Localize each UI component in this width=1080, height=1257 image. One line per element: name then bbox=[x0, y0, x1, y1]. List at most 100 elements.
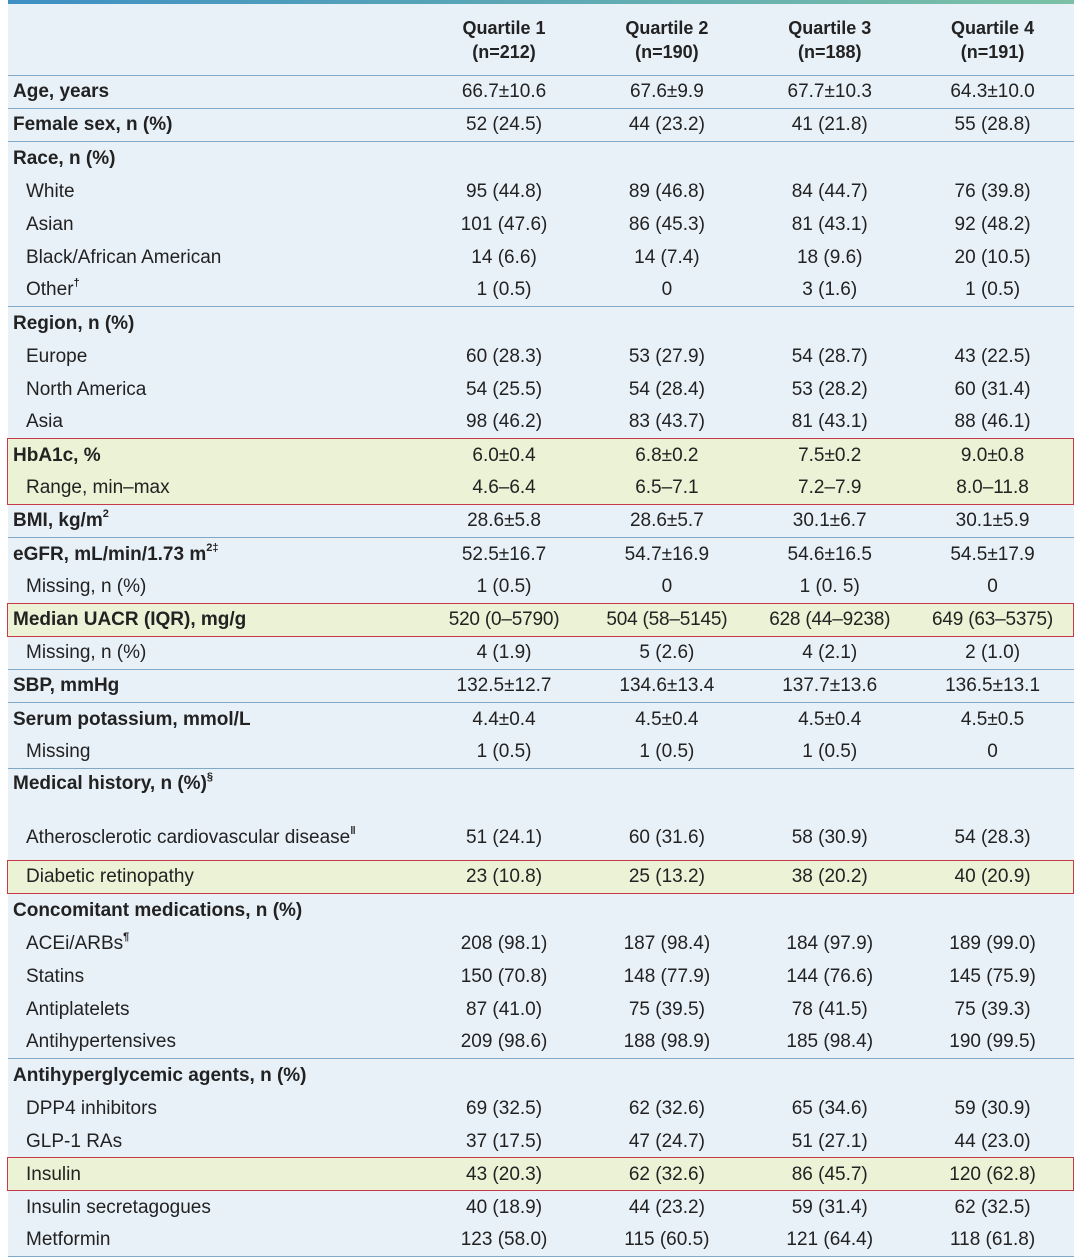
data-cell: 4.5±0.4 bbox=[798, 708, 862, 730]
data-cell: 98 (46.2) bbox=[466, 411, 543, 432]
characteristics-table: Quartile 1 (n=212) Quartile 2 (n=190) Quarti… bbox=[7, 0, 1074, 1257]
table-row: Insulin secretagogues 40 (18.9) 44 (23.2) 5… bbox=[8, 1191, 1074, 1224]
row-label-text: Asia bbox=[26, 411, 63, 432]
data-cell: 89 (46.8) bbox=[628, 180, 705, 202]
data-cell: 52 (24.5) bbox=[466, 114, 543, 135]
row-label-text: Antihyperglycemic agents, n (%) bbox=[13, 1064, 307, 1086]
data-cell: 67.7±10.3 bbox=[787, 81, 872, 102]
row-label: North America bbox=[8, 379, 423, 401]
table-row: HbA1c, % 6.0±0.4 6.8±0.2 7.5±0.2 9.0±0.8 bbox=[8, 439, 1074, 472]
row-label: Statins bbox=[8, 966, 423, 988]
data-cell: 78 (41.5) bbox=[791, 998, 868, 1020]
data-cell: 51 (24.1) bbox=[466, 827, 543, 848]
row-label: Medical history, n (%)§ bbox=[8, 769, 423, 795]
column-header-n: (n=212) bbox=[472, 41, 536, 62]
data-cell: 52.5±16.7 bbox=[461, 543, 547, 565]
row-label-text: Range, min–max bbox=[26, 477, 170, 498]
data-cell: 2 (1.0) bbox=[965, 642, 1021, 663]
data-cell: 1 (0.5) bbox=[476, 741, 532, 762]
data-cell: 54.7±16.9 bbox=[624, 543, 710, 565]
column-header: Quartile 2 (n=190) bbox=[585, 16, 748, 64]
data-cell: 23 (10.8) bbox=[466, 866, 543, 887]
data-cell: 92 (48.2) bbox=[954, 213, 1031, 235]
data-cell: 189 (99.0) bbox=[949, 932, 1036, 954]
data-cell: 37 (17.5) bbox=[466, 1130, 543, 1152]
table-row: Median UACR (IQR), mg/g 520 (0–5790) 504 (… bbox=[8, 604, 1074, 637]
row-label: Metformin bbox=[8, 1229, 423, 1251]
header-row: Quartile 1 (n=212) Quartile 2 (n=190) Quarti… bbox=[8, 4, 1074, 76]
data-cell: 1 (0. 5) bbox=[799, 576, 860, 597]
data-cell: 76 (39.8) bbox=[954, 180, 1031, 202]
data-cell: 62 (32.5) bbox=[954, 1196, 1031, 1218]
data-cell: 6.0±0.4 bbox=[472, 444, 536, 466]
row-label: Diabetic retinopathy bbox=[8, 866, 423, 888]
data-cell: 88 (46.1) bbox=[954, 411, 1031, 432]
data-cell: 75 (39.3) bbox=[954, 998, 1031, 1020]
footnote-marker: ‖ bbox=[350, 825, 356, 837]
data-cell: 43 (22.5) bbox=[954, 345, 1031, 367]
data-cell: 14 (6.6) bbox=[471, 246, 537, 268]
row-label-text: Insulin bbox=[26, 1163, 81, 1185]
row-label: Black/African American bbox=[8, 247, 423, 269]
row-label-text: Missing bbox=[26, 741, 91, 762]
data-cell: 44 (23.0) bbox=[954, 1130, 1031, 1152]
data-cell: 65 (34.6) bbox=[791, 1097, 868, 1119]
table-row: Medical history, n (%)§ bbox=[8, 769, 1074, 815]
data-cell: 101 (47.6) bbox=[460, 213, 548, 235]
row-label-text: North America bbox=[26, 378, 147, 400]
data-cell: 144 (76.6) bbox=[786, 965, 874, 987]
data-cell: 84 (44.7) bbox=[791, 180, 868, 202]
top-rule bbox=[8, 0, 1074, 4]
data-cell: 53 (27.9) bbox=[628, 345, 705, 367]
column-header-n: (n=188) bbox=[797, 41, 862, 62]
data-cell: 20 (10.5) bbox=[954, 246, 1031, 268]
table-body: Quartile 1 (n=212) Quartile 2 (n=190) Quarti… bbox=[7, 4, 1074, 1257]
table-row: Asia 98 (46.2) 83 (43.7) 81 (43.1) 88 (46.1) bbox=[8, 406, 1074, 439]
row-label: Range, min–max bbox=[8, 477, 423, 499]
table-row: Age, years 66.7±10.6 67.6±9.9 67.7±10.3 64.3… bbox=[8, 76, 1074, 109]
data-cell: 137.7±13.6 bbox=[782, 675, 878, 696]
data-cell: 7.2–7.9 bbox=[798, 477, 862, 498]
footnote-marker: † bbox=[73, 277, 80, 289]
data-cell: 47 (24.7) bbox=[628, 1130, 705, 1152]
data-cell: 1 (0.5) bbox=[802, 741, 858, 762]
table-row: Missing, n (%) 4 (1.9) 5 (2.6) 4 (2.1) 2 (1.… bbox=[8, 637, 1074, 670]
data-cell: 190 (99.5) bbox=[949, 1031, 1036, 1052]
data-cell: 4.5±0.4 bbox=[635, 708, 699, 730]
footnote-marker: 2 bbox=[102, 508, 109, 520]
row-label-text: Median UACR (IQR), mg/g bbox=[13, 609, 247, 630]
data-cell: 187 (98.4) bbox=[623, 932, 711, 954]
data-cell: 18 (9.6) bbox=[796, 246, 863, 268]
table-row: Other† 1 (0.5) 0 3 (1.6) 1 (0.5) bbox=[8, 274, 1074, 307]
row-label: ACEi/ARBs¶ bbox=[8, 931, 423, 955]
table-row: Insulin 43 (20.3) 62 (32.6) 86 (45.7) 120 (6… bbox=[8, 1158, 1074, 1191]
data-cell: 1 (0.5) bbox=[965, 279, 1021, 300]
data-cell: 628 (44–9238) bbox=[769, 609, 891, 630]
data-cell: 30.1±6.7 bbox=[792, 510, 867, 531]
data-cell: 136.5±13.1 bbox=[945, 675, 1041, 696]
data-cell: 54 (28.7) bbox=[791, 345, 868, 367]
data-cell: 44 (23.2) bbox=[628, 1196, 705, 1218]
data-cell: 123 (58.0) bbox=[460, 1229, 548, 1250]
data-cell: 95 (44.8) bbox=[466, 180, 543, 202]
data-cell: 54.5±17.9 bbox=[950, 543, 1035, 565]
table-row: Black/African American 14 (6.6) 14 (7.4) 18… bbox=[8, 241, 1074, 274]
data-cell: 60 (31.6) bbox=[628, 827, 705, 848]
row-label-text: BMI, kg/m bbox=[13, 510, 103, 531]
data-cell: 86 (45.3) bbox=[628, 213, 705, 235]
data-cell: 121 (64.4) bbox=[786, 1229, 874, 1250]
data-cell: 520 (0–5790) bbox=[448, 609, 560, 630]
column-header: Quartile 1 (n=212) bbox=[423, 16, 586, 64]
data-cell: 60 (31.4) bbox=[954, 378, 1031, 400]
data-cell: 4 (1.9) bbox=[476, 642, 532, 663]
data-cell: 1 (0.5) bbox=[476, 279, 532, 300]
row-label: Concomitant medications, n (%) bbox=[8, 900, 423, 922]
data-cell: 7.5±0.2 bbox=[798, 444, 862, 466]
data-cell: 53 (28.2) bbox=[791, 378, 868, 400]
data-cell: 81 (43.1) bbox=[791, 213, 868, 235]
data-cell: 1 (0.5) bbox=[476, 576, 532, 597]
row-label: Age, years bbox=[8, 81, 423, 103]
data-cell: 6.5–7.1 bbox=[635, 477, 699, 498]
table-row: DPP4 inhibitors 69 (32.5) 62 (32.6) 65 (34.… bbox=[8, 1092, 1074, 1125]
table-row: White 95 (44.8) 89 (46.8) 84 (44.7) 76 (39.8… bbox=[8, 175, 1074, 208]
